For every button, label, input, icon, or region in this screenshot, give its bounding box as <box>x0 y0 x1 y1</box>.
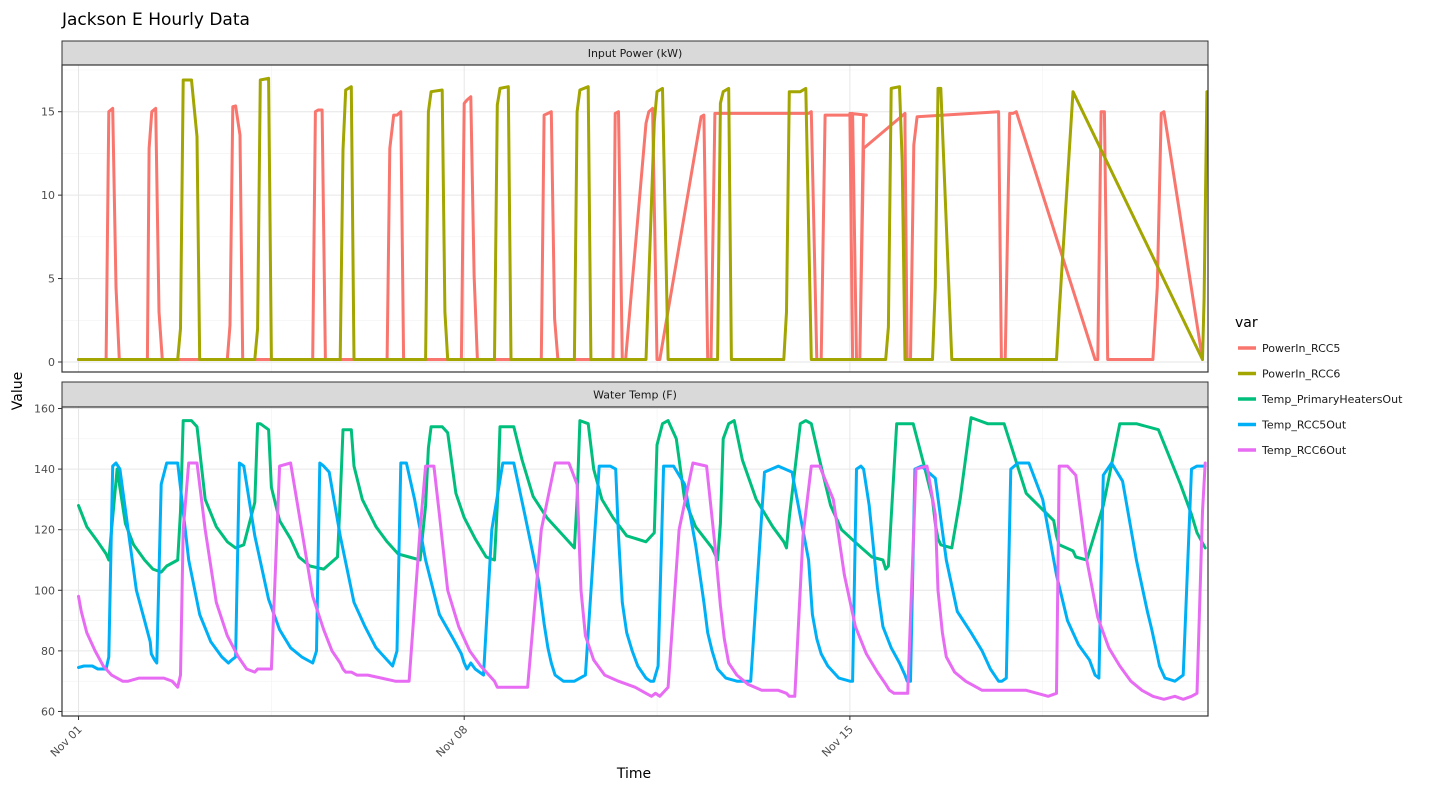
x-tick-label: Nov 15 <box>819 723 856 760</box>
series-group <box>77 76 1209 361</box>
panel-1: Input Power (kW) 0 5 10 15 <box>41 40 1209 373</box>
panel-background <box>62 407 1208 716</box>
series-line-temp-rcc6out <box>77 461 1207 701</box>
y-axis: 60 80 100 120 140 160 <box>34 403 62 718</box>
strip-background <box>61 381 1209 408</box>
legend-label: PowerIn_RCC5 <box>1262 342 1340 355</box>
legend-item: Temp_PrimaryHeatersOut <box>1238 393 1403 406</box>
legend-item: Temp_RCC6Out <box>1238 444 1347 457</box>
y-tick-label: 0 <box>48 356 55 369</box>
x-axis-label: Time <box>616 766 651 782</box>
legend-item: PowerIn_RCC6 <box>1238 368 1340 381</box>
y-tick-label: 60 <box>41 705 55 718</box>
x-tick-label: Nov 08 <box>434 723 471 760</box>
legend-label: Temp_RCC5Out <box>1261 419 1347 432</box>
legend: PowerIn_RCC5 PowerIn_RCC6 Temp_PrimaryHeat… <box>1238 342 1403 457</box>
series-group <box>77 416 1207 701</box>
y-tick-label: 10 <box>41 189 55 202</box>
chart-title: Jackson E Hourly Data <box>61 10 250 30</box>
legend-item: PowerIn_RCC5 <box>1238 342 1340 355</box>
y-axis-label: Value <box>10 372 26 410</box>
y-tick-label: 15 <box>41 106 55 119</box>
y-tick-label: 120 <box>34 524 55 537</box>
y-tick-label: 140 <box>34 463 55 476</box>
y-tick-label: 100 <box>34 584 55 597</box>
y-tick-label: 160 <box>34 403 55 416</box>
panels: Input Power (kW) 0 5 10 15 Water Temp (F) 60 80… <box>34 40 1209 760</box>
strip-background <box>61 40 1209 66</box>
legend-label: PowerIn_RCC6 <box>1262 368 1340 381</box>
series-line-powerin-rcc6 <box>77 76 1209 361</box>
strip-label: Input Power (kW) <box>588 47 683 60</box>
legend-title: var <box>1235 315 1258 331</box>
legend-item: Temp_RCC5Out <box>1238 419 1347 432</box>
y-axis: 0 5 10 15 <box>41 106 62 369</box>
y-tick-label: 5 <box>48 273 55 286</box>
strip-label: Water Temp (F) <box>593 389 677 402</box>
panel-border <box>61 64 1209 373</box>
legend-label: Temp_PrimaryHeatersOut <box>1261 393 1403 406</box>
legend-label: Temp_RCC6Out <box>1261 444 1347 457</box>
series-line-temp-rcc5out <box>77 461 1207 683</box>
x-axis: Nov 01 Nov 08 Nov 15 <box>48 716 856 760</box>
x-tick-label: Nov 01 <box>48 723 85 760</box>
panel-border <box>61 406 1209 717</box>
y-tick-label: 80 <box>41 645 55 658</box>
